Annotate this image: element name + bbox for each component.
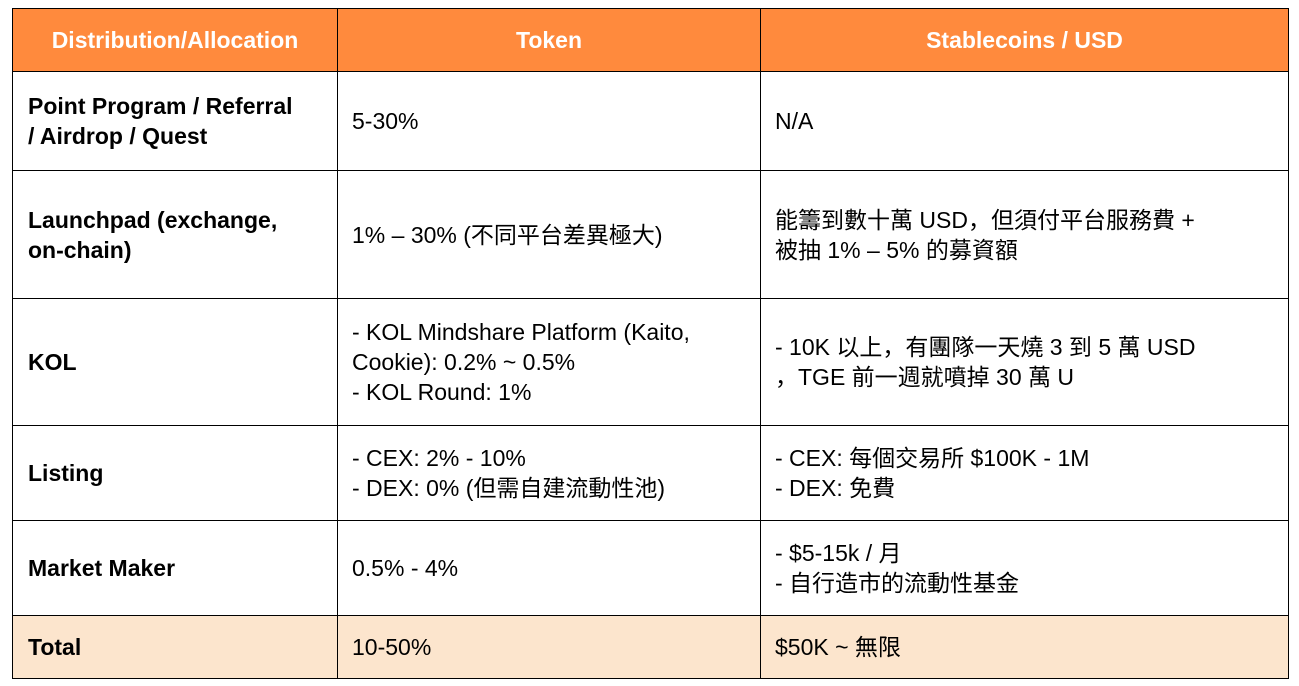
label-line: Launchpad (exchange,	[28, 206, 278, 233]
header-token: Token	[337, 8, 761, 72]
table-row: Point Program / Referral / Airdrop / Que…	[12, 71, 1289, 171]
total-row: Total 10-50% $50K ~ 無限	[12, 615, 1289, 679]
cell-usd: - CEX: 每個交易所 $100K - 1M - DEX: 免費	[760, 425, 1289, 521]
token-line: 1% – 30% (不同平台差異極大)	[352, 221, 663, 248]
token-line: 0.5% - 4%	[352, 555, 459, 581]
cell-usd: - $5-15k / 月 - 自行造市的流動性基金	[760, 520, 1289, 616]
allocation-table: Distribution/Allocation Token Stablecoin…	[12, 8, 1289, 679]
cell-token: - KOL Mindshare Platform (Kaito, Cookie)…	[337, 298, 761, 426]
label-line: on-chain)	[28, 236, 132, 263]
token-line: - DEX: 0% (但需自建流動性池)	[352, 475, 666, 501]
cell-usd: 能籌到數十萬 USD，但須付平台服務費 + 被抽 1% – 5% 的募資額	[760, 170, 1289, 299]
usd-line: - $5-15k / 月	[775, 540, 902, 566]
total-token: 10-50%	[337, 615, 761, 679]
cell-usd: N/A	[760, 71, 1289, 171]
label-line: Listing	[28, 460, 104, 486]
token-line: - KOL Mindshare Platform (Kaito,	[352, 319, 690, 345]
allocation-table-container: Distribution/Allocation Token Stablecoin…	[12, 8, 1289, 679]
total-label: Total	[12, 615, 338, 679]
usd-line: 能籌到數十萬 USD，但須付平台服務費 +	[775, 206, 1195, 233]
usd-line: - CEX: 每個交易所 $100K - 1M	[775, 445, 1090, 471]
label-line: Point Program / Referral	[28, 93, 293, 119]
row-label-listing: Listing	[12, 425, 338, 521]
total-usd: $50K ~ 無限	[760, 615, 1289, 679]
row-label-point-program: Point Program / Referral / Airdrop / Que…	[12, 71, 338, 171]
header-stablecoins: Stablecoins / USD	[760, 8, 1289, 72]
row-label-market-maker: Market Maker	[12, 520, 338, 616]
usd-line: - 10K 以上，有團隊一天燒 3 到 5 萬 USD	[775, 334, 1196, 360]
usd-line: - DEX: 免費	[775, 475, 896, 501]
token-line: Cookie): 0.2% ~ 0.5%	[352, 349, 576, 375]
usd-line: - 自行造市的流動性基金	[775, 570, 1020, 596]
token-line: 5-30%	[352, 108, 419, 134]
label-line: KOL	[28, 349, 77, 375]
header-row: Distribution/Allocation Token Stablecoin…	[12, 8, 1289, 72]
cell-token: 5-30%	[337, 71, 761, 171]
usd-line: 被抽 1% – 5% 的募資額	[775, 236, 1018, 263]
table-row: Listing - CEX: 2% - 10% - DEX: 0% (但需自建流…	[12, 425, 1289, 521]
token-line: - KOL Round: 1%	[352, 379, 532, 405]
label-line: Market Maker	[28, 555, 176, 581]
table-row: Launchpad (exchange, on-chain) 1% – 30% …	[12, 170, 1289, 299]
usd-line: ，TGE 前一週就噴掉 30 萬 U	[775, 364, 1075, 390]
table-row: KOL - KOL Mindshare Platform (Kaito, Coo…	[12, 298, 1289, 426]
cell-token: - CEX: 2% - 10% - DEX: 0% (但需自建流動性池)	[337, 425, 761, 521]
cell-token: 1% – 30% (不同平台差異極大)	[337, 170, 761, 299]
usd-line: N/A	[775, 108, 814, 134]
cell-token: 0.5% - 4%	[337, 520, 761, 616]
cell-usd: - 10K 以上，有團隊一天燒 3 到 5 萬 USD ，TGE 前一週就噴掉 …	[760, 298, 1289, 426]
token-line: - CEX: 2% - 10%	[352, 445, 526, 471]
table-row: Market Maker 0.5% - 4% - $5-15k / 月 - 自行…	[12, 520, 1289, 616]
row-label-kol: KOL	[12, 298, 338, 426]
label-line: / Airdrop / Quest	[28, 123, 208, 149]
row-label-launchpad: Launchpad (exchange, on-chain)	[12, 170, 338, 299]
header-distribution: Distribution/Allocation	[12, 8, 338, 72]
